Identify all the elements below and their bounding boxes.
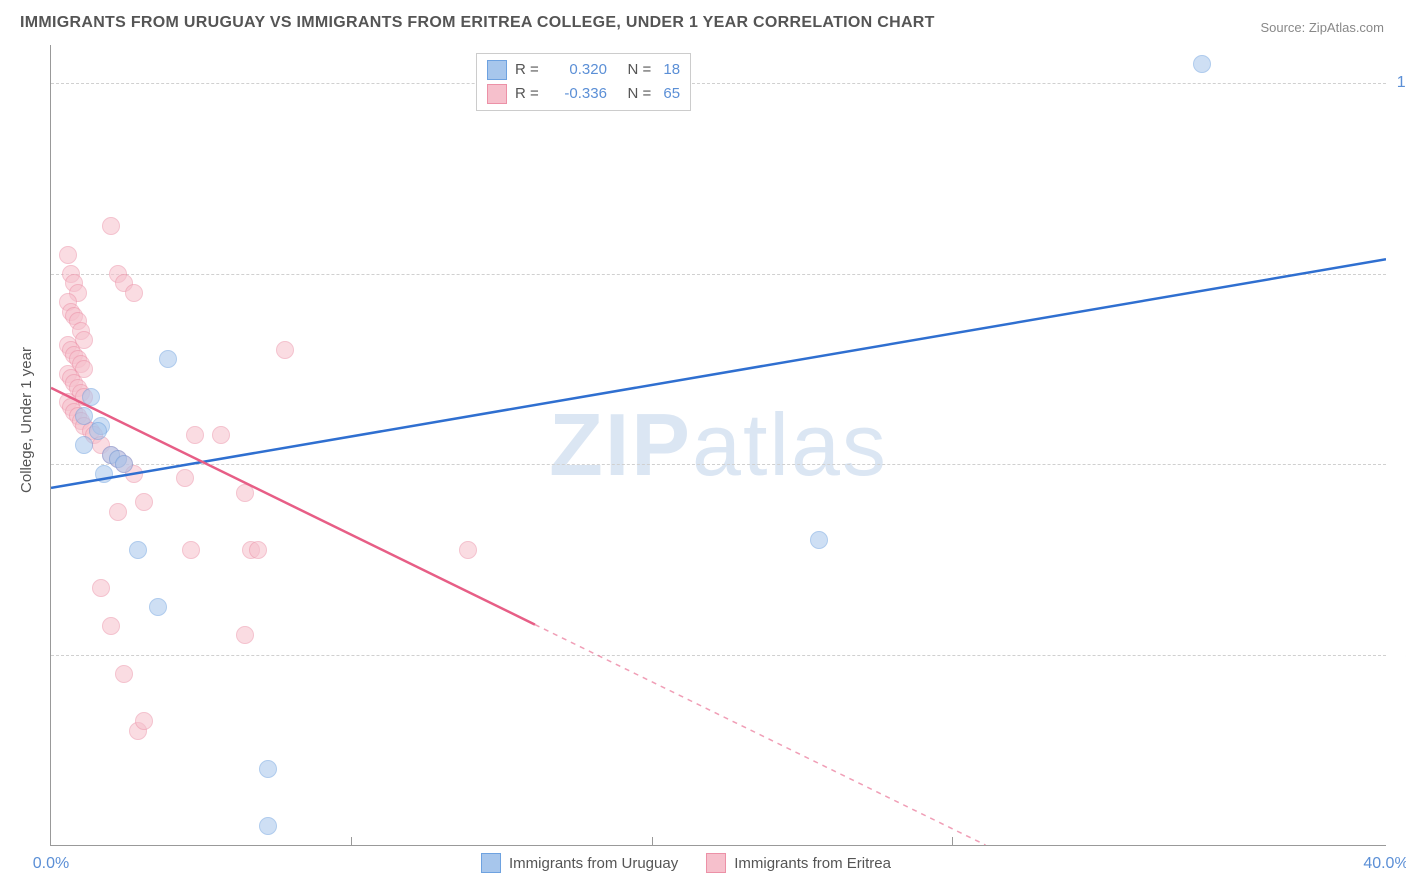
scatter-point (1193, 55, 1211, 73)
gridline-v (351, 837, 352, 845)
scatter-point (159, 350, 177, 368)
legend-stats-row: R = -0.336 N = 65 (487, 82, 680, 106)
y-tick-label: 40.0% (1391, 646, 1406, 664)
regression-lines (51, 45, 1386, 845)
scatter-point (186, 426, 204, 444)
gridline-h (51, 274, 1386, 275)
regression-line-dashed (535, 625, 986, 845)
gridline-h (51, 464, 1386, 465)
scatter-point (236, 484, 254, 502)
legend-stats: R = 0.320 N = 18R = -0.336 N = 65 (476, 53, 691, 111)
legend-label: Immigrants from Uruguay (509, 855, 678, 872)
scatter-point (109, 503, 127, 521)
scatter-point (75, 436, 93, 454)
legend-stats-row: R = 0.320 N = 18 (487, 58, 680, 82)
y-tick-label: 60.0% (1391, 455, 1406, 473)
y-tick-label: 100.0% (1391, 74, 1406, 92)
regression-line-solid (51, 259, 1386, 488)
scatter-point (82, 388, 100, 406)
scatter-point (135, 493, 153, 511)
scatter-point (125, 284, 143, 302)
source-link[interactable]: ZipAtlas.com (1309, 20, 1384, 35)
chart-title: IMMIGRANTS FROM URUGUAY VS IMMIGRANTS FR… (20, 14, 935, 32)
scatter-point (182, 541, 200, 559)
scatter-point (115, 455, 133, 473)
legend-swatch (487, 84, 507, 104)
scatter-point (92, 579, 110, 597)
legend-bottom: Immigrants from Uruguay Immigrants from E… (481, 853, 891, 873)
scatter-point (276, 341, 294, 359)
scatter-point (115, 665, 133, 683)
legend-item: Immigrants from Eritrea (706, 853, 891, 873)
x-tick-label: 40.0% (1363, 855, 1406, 873)
scatter-point (102, 617, 120, 635)
legend-swatch (487, 60, 507, 80)
x-tick-label: 0.0% (33, 855, 69, 873)
scatter-point (102, 217, 120, 235)
gridline-v (652, 837, 653, 845)
legend-swatch (706, 853, 726, 873)
scatter-point (176, 469, 194, 487)
legend-swatch (481, 853, 501, 873)
scatter-point (249, 541, 267, 559)
y-axis-label: College, Under 1 year (18, 347, 35, 493)
gridline-h (51, 655, 1386, 656)
scatter-point (95, 465, 113, 483)
plot-area: ZIPatlas 40.0%60.0%80.0%100.0%0.0%40.0%R… (50, 45, 1386, 846)
scatter-point (810, 531, 828, 549)
scatter-point (259, 817, 277, 835)
scatter-point (236, 626, 254, 644)
gridline-v (952, 837, 953, 845)
legend-item: Immigrants from Uruguay (481, 853, 678, 873)
scatter-point (259, 760, 277, 778)
source-attribution: Source: ZipAtlas.com (1260, 20, 1384, 35)
scatter-point (129, 541, 147, 559)
watermark: ZIPatlas (549, 394, 888, 496)
legend-label: Immigrants from Eritrea (734, 855, 891, 872)
source-prefix: Source: (1260, 20, 1308, 35)
y-tick-label: 80.0% (1391, 265, 1406, 283)
scatter-point (459, 541, 477, 559)
scatter-point (135, 712, 153, 730)
scatter-point (89, 422, 107, 440)
gridline-h (51, 83, 1386, 84)
scatter-point (212, 426, 230, 444)
scatter-point (75, 407, 93, 425)
scatter-point (149, 598, 167, 616)
scatter-point (59, 246, 77, 264)
